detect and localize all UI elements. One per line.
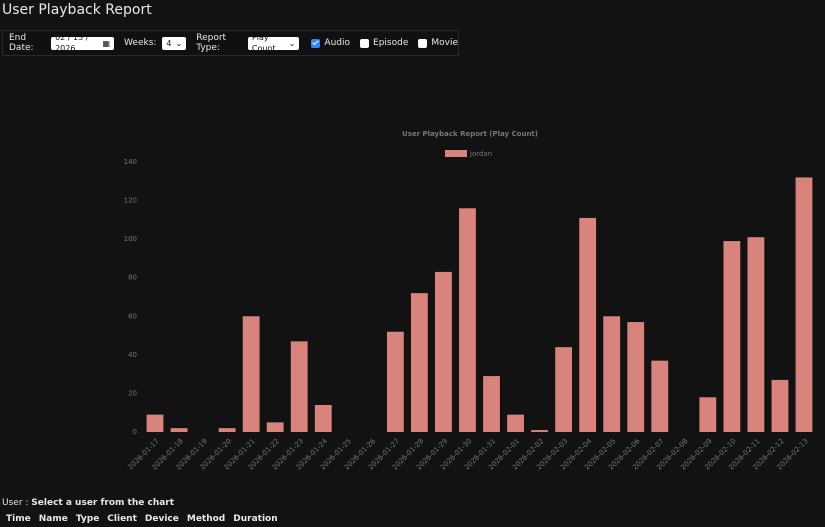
legend-swatch	[445, 150, 467, 157]
select[interactable]: 4 ⌄	[162, 36, 187, 50]
checkbox[interactable]	[418, 38, 428, 48]
checkbox-label: Episode	[373, 38, 409, 48]
column-header: Method	[186, 514, 226, 524]
bar	[266, 422, 284, 432]
y-tick-label: 100	[124, 235, 137, 243]
value: Play Count	[251, 33, 276, 53]
bar	[651, 360, 669, 432]
label: User :	[2, 498, 29, 508]
bar	[314, 405, 332, 432]
y-tick-label: 60	[128, 312, 137, 320]
controls: End Date: 02 / 13 / 2026 ▦ Weeks: 4 ⌄ Repo…	[2, 30, 459, 56]
bar	[555, 347, 573, 432]
page-title: User Playback Report	[2, 2, 152, 18]
label: End Date:	[9, 33, 34, 53]
column-header: Duration	[233, 514, 278, 524]
select[interactable]: Play Count ⌄	[247, 33, 300, 53]
y-tick-label: 140	[124, 158, 137, 166]
bar	[483, 376, 500, 432]
bar	[242, 316, 260, 432]
chart-title: User Playback Report (Play Count)	[402, 130, 538, 138]
bar	[795, 177, 813, 432]
value: 4	[166, 38, 172, 48]
column-header: Type	[75, 514, 100, 524]
bar	[507, 414, 524, 432]
bar	[218, 428, 236, 432]
bar	[531, 430, 549, 432]
user-line: User : Select a user from the chart	[2, 498, 174, 508]
y-tick-label: 0	[133, 428, 137, 436]
y-tick-label: 40	[128, 351, 137, 359]
y-tick-label: 80	[128, 274, 137, 282]
label: Weeks:	[124, 38, 157, 48]
y-tick-label: 20	[128, 389, 137, 397]
filters: Audio Episode Movie	[305, 38, 458, 48]
bar	[290, 341, 308, 432]
table-header: Time Name Type Client Device Method Duration	[6, 514, 278, 524]
bar	[435, 271, 452, 432]
column-header: Time	[6, 514, 31, 524]
checkbox[interactable]	[360, 38, 370, 48]
column-header: Name	[38, 514, 68, 524]
bar	[579, 217, 597, 432]
y-tick-label: 120	[124, 197, 137, 205]
bar	[410, 293, 428, 432]
bar	[723, 241, 741, 432]
checkbox-label: Movie	[431, 38, 459, 48]
column-header: Client	[107, 514, 137, 524]
column-header: Device	[144, 514, 179, 524]
bar	[170, 428, 188, 432]
value: 02 / 13 / 2026	[55, 33, 89, 53]
date-input[interactable]: 02 / 13 / 2026 ▦	[51, 33, 115, 53]
value: Select a user from the chart	[31, 498, 175, 508]
legend-label: jordan	[469, 150, 492, 158]
bar	[459, 208, 476, 432]
bar	[771, 379, 789, 432]
bar	[603, 316, 621, 432]
checkbox[interactable]	[311, 38, 321, 48]
label: Report Type:	[196, 33, 227, 53]
bar	[386, 331, 404, 432]
bar	[146, 414, 164, 432]
bar	[627, 322, 645, 432]
bar	[699, 397, 717, 432]
checkbox-label: Audio	[324, 38, 351, 48]
bar	[747, 237, 765, 432]
